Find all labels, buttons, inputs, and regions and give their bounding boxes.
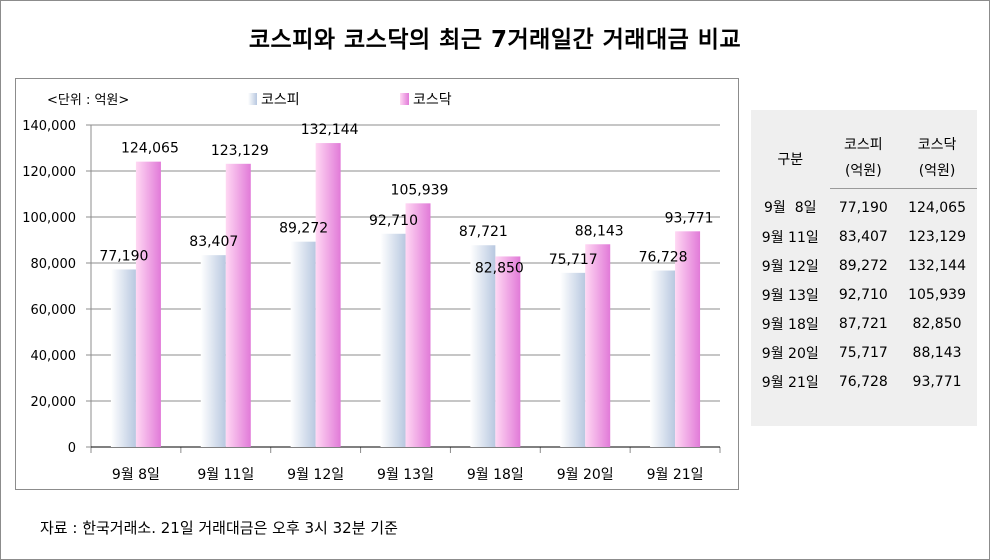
y-tick-label: 120,000 — [22, 165, 76, 180]
table-row: 9월 8일 77,190 124,065 — [751, 189, 977, 223]
data-label-kosdaq: 82,850 — [475, 260, 524, 276]
cell-date: 9월 13일 — [761, 287, 819, 304]
data-label-kosdaq: 88,143 — [575, 223, 624, 239]
bar-kospi — [650, 270, 676, 447]
bar-kosdaq — [495, 256, 521, 447]
bar-kosdaq — [135, 161, 161, 447]
data-label-kospi: 89,272 — [279, 221, 328, 237]
x-tick-label: 9월 12일 — [287, 467, 344, 483]
table-row: 9월 18일 87,721 82,850 — [751, 309, 977, 338]
data-label-kospi: 75,717 — [549, 252, 598, 268]
legend-swatch-kospi — [248, 93, 257, 105]
y-tick-label: 140,000 — [22, 119, 76, 134]
cell-kospi: 75,717 — [838, 344, 888, 361]
bar-kospi — [200, 255, 226, 447]
bar-chart-svg: <단위 : 억원> 코스피 코스닥 0 20,000 40,000 60,000 80,… — [22, 92, 721, 483]
bar-chart: <단위 : 억원> 코스피 코스닥 0 20,000 40,000 60,000 80,… — [15, 78, 739, 490]
page-title: 코스피와 코스닥의 최근 7거래일간 거래대금 비교 — [248, 27, 742, 53]
header-kosdaq-unit: (억원) — [897, 158, 977, 189]
cell-date: 9월 20일 — [761, 345, 819, 362]
cell-kospi: 83,407 — [838, 228, 888, 245]
data-label-kospi: 87,721 — [459, 224, 508, 240]
y-tick-label: 20,000 — [31, 395, 77, 410]
cell-date: 9월 8일 — [764, 200, 817, 217]
x-tick-label: 9월 13일 — [377, 467, 434, 483]
data-label-kospi: 92,710 — [369, 213, 418, 229]
table-row: 9월 12일 89,272 132,144 — [751, 251, 977, 280]
data-label-kospi: 77,190 — [99, 248, 148, 264]
data-label-kosdaq: 105,939 — [391, 182, 449, 198]
data-label-kosdaq: 93,771 — [665, 210, 714, 226]
data-label-kosdaq: 132,144 — [301, 122, 359, 138]
cell-kospi: 92,710 — [838, 286, 888, 303]
cell-kosdaq: 88,143 — [912, 344, 962, 361]
table-row: 9월 20일 75,717 88,143 — [751, 338, 977, 367]
cell-kospi: 76,728 — [838, 373, 888, 390]
cell-kosdaq: 124,065 — [908, 199, 966, 216]
x-tick-label: 9월 21일 — [647, 467, 704, 483]
header-kospi-unit: (억원) — [829, 158, 898, 189]
cell-kospi: 87,721 — [838, 315, 888, 332]
data-label-kosdaq: 124,065 — [121, 141, 179, 157]
y-tick-label: 0 — [68, 441, 76, 456]
cell-kosdaq: 123,129 — [908, 228, 966, 245]
table-row: 9월 13일 92,710 105,939 — [751, 280, 977, 309]
x-tick-label: 9월 8일 — [112, 467, 160, 483]
cell-kospi: 77,190 — [838, 199, 888, 216]
y-tick-label: 80,000 — [31, 257, 77, 272]
x-tick-label: 9월 18일 — [467, 467, 524, 483]
cell-kosdaq: 82,850 — [912, 315, 962, 332]
cell-kospi: 89,272 — [838, 257, 888, 274]
bar-kosdaq — [585, 244, 611, 447]
bar-kospi — [470, 245, 496, 447]
data-table: 구분 코스피 코스닥 (억원) (억원) 9월 8일 77,190 124,065 9… — [751, 110, 977, 396]
bar-kospi — [560, 272, 586, 447]
bar-kospi — [380, 233, 406, 447]
y-tick-label: 60,000 — [31, 303, 77, 318]
bar-kospi — [110, 269, 136, 447]
legend-label-kosdaq: 코스닥 — [413, 92, 452, 108]
bar-kospi — [290, 241, 316, 447]
cell-kosdaq: 93,771 — [912, 373, 962, 390]
cell-date: 9월 12일 — [761, 258, 819, 275]
unit-label: <단위 : 억원> — [47, 93, 129, 108]
source-note: 자료 : 한국거래소. 21일 거래대금은 오후 3시 32분 기준 — [40, 519, 398, 537]
bar-kosdaq — [675, 231, 701, 447]
data-label-kospi: 83,407 — [189, 234, 238, 250]
table-row: 9월 21일 76,728 93,771 — [751, 367, 977, 396]
cell-date: 9월 11일 — [761, 229, 819, 246]
table-body: 9월 8일 77,190 124,065 9월 11일 83,407 123,129 9월 … — [751, 189, 977, 397]
bar-layer — [110, 143, 701, 448]
y-tick-label: 100,000 — [22, 211, 76, 226]
x-tick-label: 9월 11일 — [197, 467, 254, 483]
header-kosdaq: 코스닥 — [917, 137, 957, 153]
bar-kosdaq — [405, 203, 431, 447]
y-tick-label: 40,000 — [31, 349, 77, 364]
x-tick-label: 9월 20일 — [557, 467, 614, 483]
header-kospi: 코스피 — [844, 137, 883, 153]
bar-kosdaq — [315, 143, 341, 448]
legend-label-kospi: 코스피 — [261, 92, 300, 108]
cell-kosdaq: 105,939 — [908, 286, 966, 303]
data-label-kosdaq: 123,129 — [211, 143, 269, 159]
legend-swatch-kosdaq — [400, 93, 409, 105]
table-row: 9월 11일 83,407 123,129 — [751, 222, 977, 251]
cell-date: 9월 21일 — [761, 374, 819, 391]
header-category: 구분 — [777, 152, 804, 169]
data-label-kospi: 76,728 — [639, 250, 688, 266]
data-table-panel: 구분 코스피 코스닥 (억원) (억원) 9월 8일 77,190 124,065 9… — [751, 110, 977, 426]
cell-date: 9월 18일 — [761, 316, 819, 333]
bar-kosdaq — [225, 163, 251, 448]
cell-kosdaq: 132,144 — [908, 257, 966, 274]
label-layer: 0 20,000 40,000 60,000 80,000 100,000 120,000 1… — [22, 119, 713, 483]
